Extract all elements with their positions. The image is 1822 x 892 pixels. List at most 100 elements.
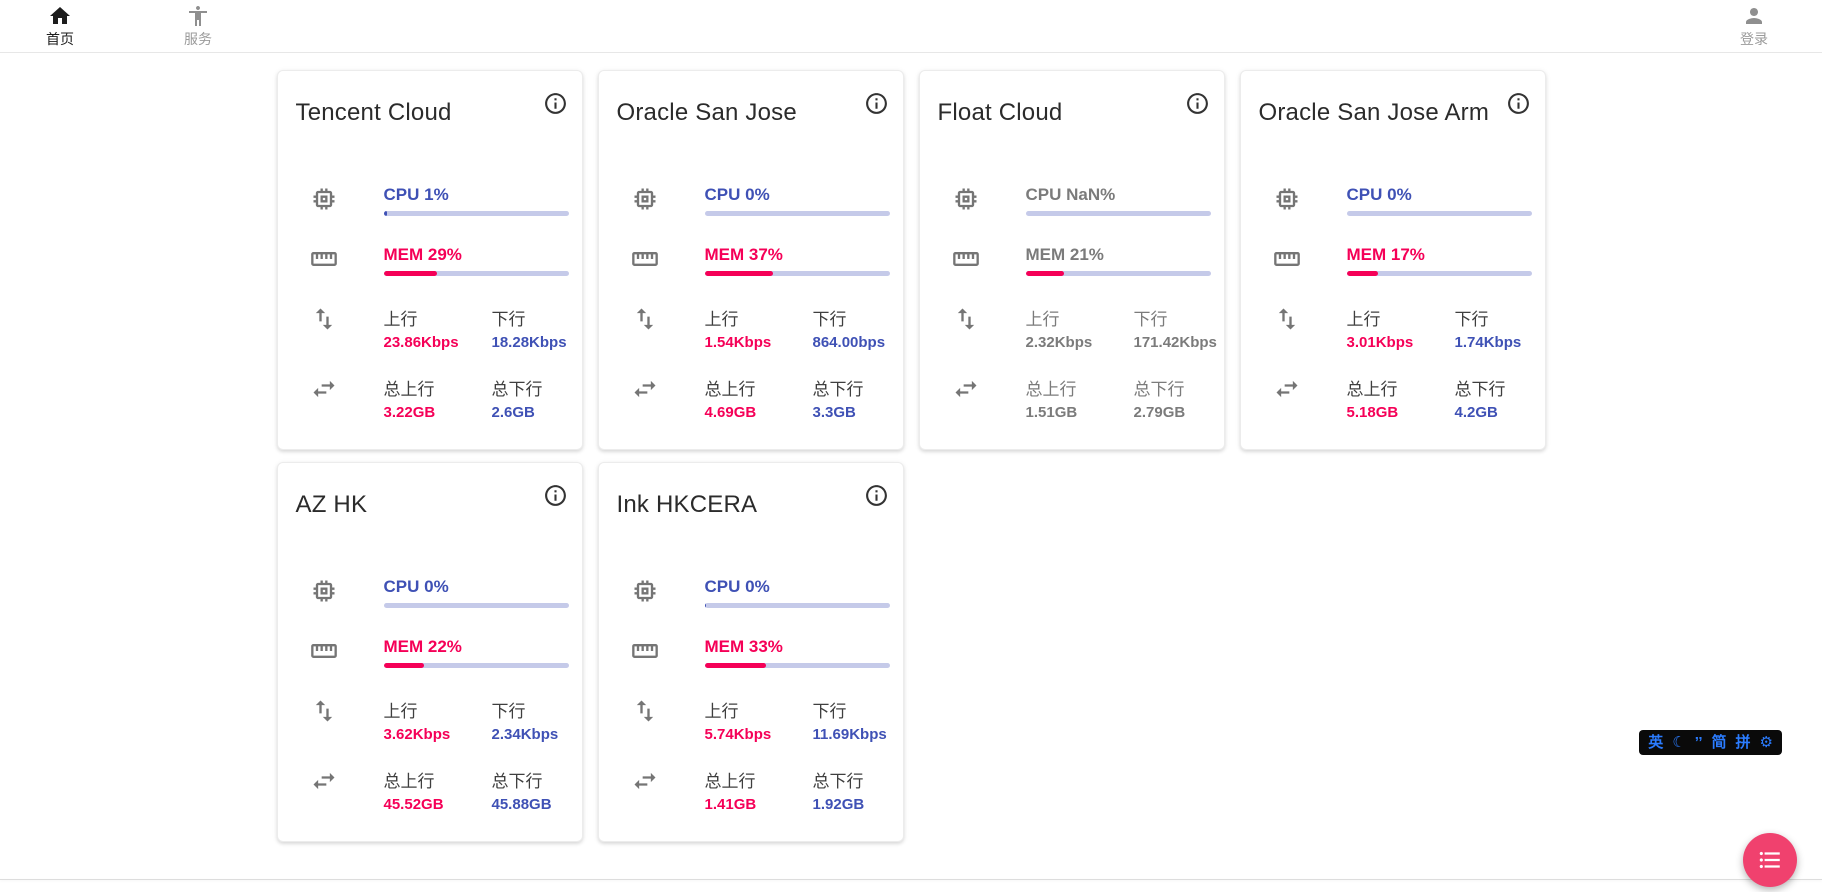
accessibility-icon xyxy=(189,5,207,26)
memory-icon xyxy=(310,644,337,658)
swap-horiz-icon xyxy=(313,772,334,790)
download-label: 下行 xyxy=(491,310,526,329)
moon-icon[interactable]: ☾ xyxy=(1672,734,1686,751)
total-download-label: 总下行 xyxy=(812,772,864,791)
swap-vert-icon xyxy=(957,308,974,330)
cpu-label: CPU 0% xyxy=(1346,185,1412,204)
total-upload-label: 总上行 xyxy=(1346,380,1398,399)
total-upload-label: 总上行 xyxy=(1025,380,1077,399)
info-icon xyxy=(545,93,566,114)
cpu-progressbar xyxy=(383,211,569,216)
upload-label: 上行 xyxy=(1346,310,1381,329)
gear-icon[interactable]: ⚙ xyxy=(1759,734,1773,751)
mem-progressbar xyxy=(383,271,569,276)
cpu-label: CPU 0% xyxy=(383,577,449,596)
info-button[interactable] xyxy=(864,483,890,509)
server-name: Float Cloud xyxy=(937,99,1063,126)
info-button[interactable] xyxy=(543,91,569,117)
punctuation-indicator[interactable]: ’’ xyxy=(1694,734,1703,751)
info-button[interactable] xyxy=(1185,91,1211,117)
upload-label: 上行 xyxy=(383,310,418,329)
total-download-label: 总下行 xyxy=(1454,380,1506,399)
upload-label: 上行 xyxy=(383,702,418,721)
info-button[interactable] xyxy=(543,483,569,509)
total-download-label: 总下行 xyxy=(1133,380,1185,399)
cpu-label: CPU 0% xyxy=(704,185,770,204)
cpu-progressbar xyxy=(704,211,890,216)
server-card-oracle-san-jose-arm: Oracle San Jose Arm CPU 0% MEM 17% xyxy=(1239,70,1546,450)
server-name: AZ HK xyxy=(295,491,368,518)
total-upload-value: 3.22GB xyxy=(383,404,436,421)
cpu-progressbar xyxy=(383,603,569,608)
cpu-progressbar xyxy=(1346,211,1532,216)
person-icon xyxy=(1746,7,1762,24)
cpu-icon xyxy=(313,580,334,602)
total-upload-value: 1.51GB xyxy=(1025,404,1078,421)
upload-value: 3.62Kbps xyxy=(383,726,451,743)
memory-icon xyxy=(952,252,979,266)
download-label: 下行 xyxy=(1454,310,1489,329)
total-upload-value: 4.69GB xyxy=(704,404,757,421)
swap-vert-icon xyxy=(1278,308,1295,330)
upload-label: 上行 xyxy=(704,310,739,329)
server-card-float-cloud: Float Cloud CPU NaN% MEM 21% xyxy=(918,70,1225,450)
upload-value: 3.01Kbps xyxy=(1346,334,1414,351)
download-label: 下行 xyxy=(491,702,526,721)
download-label: 下行 xyxy=(812,310,847,329)
swap-horiz-icon xyxy=(955,380,976,398)
pinyin-indicator[interactable]: 拼 xyxy=(1735,734,1751,751)
total-upload-value: 5.18GB xyxy=(1346,404,1399,421)
info-icon xyxy=(866,485,887,506)
download-value: 2.34Kbps xyxy=(491,726,559,743)
cpu-label: CPU 0% xyxy=(704,577,770,596)
mem-label: MEM 29% xyxy=(383,245,462,264)
swap-vert-icon xyxy=(636,700,653,722)
server-card-oracle-san-jose: Oracle San Jose CPU 0% MEM 37% xyxy=(597,70,904,450)
total-upload-label: 总上行 xyxy=(383,380,435,399)
total-upload-value: 45.52GB xyxy=(383,796,444,813)
total-download-value: 2.6GB xyxy=(491,404,535,421)
top-nav: 首页 服务 登录 xyxy=(0,0,1822,53)
swap-horiz-icon xyxy=(634,380,655,398)
mem-label: MEM 37% xyxy=(704,245,783,264)
upload-value: 2.32Kbps xyxy=(1025,334,1093,351)
total-download-label: 总下行 xyxy=(491,772,543,791)
nav-item-login[interactable]: 登录 xyxy=(1728,4,1780,49)
download-label: 下行 xyxy=(1133,310,1168,329)
upload-label: 上行 xyxy=(704,702,739,721)
total-download-label: 总下行 xyxy=(812,380,864,399)
server-name: Oracle San Jose Arm xyxy=(1258,99,1490,126)
ime-status-bar[interactable]: 英 ☾ ’’ 简 拼 ⚙ xyxy=(1639,730,1782,755)
server-list-fab[interactable] xyxy=(1743,833,1797,887)
mem-progressbar xyxy=(704,271,890,276)
total-download-value: 3.3GB xyxy=(812,404,856,421)
upload-label: 上行 xyxy=(1025,310,1060,329)
server-name: Tencent Cloud xyxy=(295,99,452,126)
mem-label: MEM 21% xyxy=(1025,245,1104,264)
swap-horiz-icon xyxy=(313,380,334,398)
cpu-icon xyxy=(955,188,976,210)
total-upload-label: 总上行 xyxy=(704,772,756,791)
info-icon xyxy=(1508,93,1529,114)
download-value: 864.00bps xyxy=(812,334,886,351)
download-value: 171.42Kbps xyxy=(1133,334,1217,351)
nav-item-home[interactable]: 首页 xyxy=(34,4,86,49)
cpu-icon xyxy=(634,188,655,210)
server-name: Oracle San Jose xyxy=(616,99,797,126)
cpu-progressbar xyxy=(1025,211,1211,216)
ime-lang-indicator[interactable]: 英 xyxy=(1648,734,1664,751)
download-label: 下行 xyxy=(812,702,847,721)
nav-item-services[interactable]: 服务 xyxy=(172,4,224,49)
total-download-label: 总下行 xyxy=(491,380,543,399)
cpu-label: CPU 1% xyxy=(383,185,449,204)
simplified-indicator[interactable]: 简 xyxy=(1711,734,1727,751)
info-button[interactable] xyxy=(1506,91,1532,117)
mem-progressbar xyxy=(704,663,890,668)
memory-icon xyxy=(310,252,337,266)
list-icon xyxy=(1759,851,1780,869)
swap-vert-icon xyxy=(315,308,332,330)
mem-label: MEM 33% xyxy=(704,637,783,656)
info-button[interactable] xyxy=(864,91,890,117)
cpu-icon xyxy=(634,580,655,602)
mem-progressbar xyxy=(383,663,569,668)
